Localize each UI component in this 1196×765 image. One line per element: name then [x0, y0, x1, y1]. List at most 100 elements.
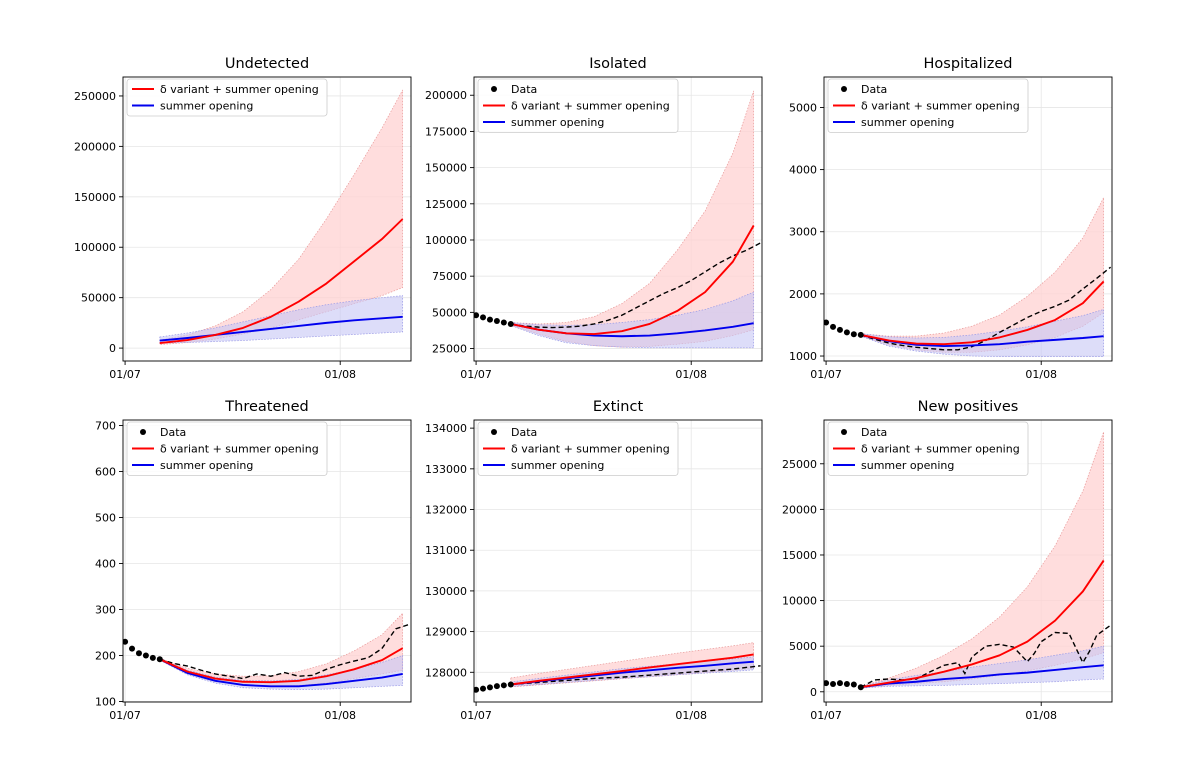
line-summer-opening	[159, 658, 403, 688]
line-delta-variant	[860, 280, 1105, 346]
axes-frame	[122, 76, 412, 362]
legend-marker-data	[841, 86, 847, 92]
data-point	[857, 684, 864, 691]
line-delta-variant	[159, 218, 404, 344]
band-delta-variant	[159, 89, 404, 345]
data-point	[500, 682, 507, 689]
plot-area	[123, 612, 410, 690]
legend-label: δ variant + summer opening	[861, 443, 1020, 456]
line-delta-variant	[510, 653, 754, 686]
legend-label: Data	[861, 426, 887, 439]
band-delta-variant	[860, 197, 1105, 353]
plot-area	[474, 642, 761, 693]
data-point	[480, 685, 487, 692]
data-point	[474, 312, 480, 319]
legend-label: Data	[160, 426, 186, 439]
y-tick-label: 300	[95, 604, 116, 617]
data-point	[493, 683, 500, 690]
y-tick-label: 5000	[789, 101, 817, 114]
y-tick-label: 3000	[789, 226, 817, 239]
data-point	[493, 318, 500, 325]
y-tick-label: 134000	[425, 422, 467, 435]
legend-box	[827, 78, 1029, 133]
data-point	[857, 331, 864, 338]
data-point	[824, 319, 830, 326]
legend-marker-data	[491, 86, 497, 92]
line-delta-variant	[510, 225, 755, 336]
panel-isolated: 25000 50000 75000 100000 125000 150000 175000 2…	[425, 56, 763, 381]
x-tick-label: 01/08	[675, 368, 707, 381]
data-point	[843, 329, 850, 336]
panel-title: New positives	[918, 399, 1019, 415]
legend-box	[827, 421, 1029, 476]
y-tick-label: 200	[95, 650, 116, 663]
x-tick-label: 01/07	[109, 709, 141, 722]
panel-new-positives: 0 5000 10000 15000 20000 25000 01/07 01/08 New p…	[782, 399, 1113, 722]
y-tick-label: 50000	[81, 292, 116, 305]
y-tick-label: 200000	[425, 89, 467, 102]
axes-frame	[473, 76, 763, 362]
panel-title: Undetected	[225, 56, 309, 72]
panel-title: Threatened	[224, 399, 308, 415]
axes-frame	[473, 419, 763, 703]
y-tick-label: 2000	[789, 288, 817, 301]
legend-label: summer opening	[511, 459, 604, 472]
panel-threatened: 100 200 300 400 500 600 700 01/07 01/08 Threatene…	[95, 399, 412, 722]
observed-dashed-line	[510, 242, 761, 329]
panel-title: Hospitalized	[924, 56, 1013, 72]
legend: Data δ variant + summer opening summer ope…	[827, 421, 1029, 476]
band-summer-opening	[159, 295, 404, 344]
plot-area	[824, 431, 1112, 691]
panel-title: Extinct	[593, 399, 644, 415]
y-tick-label: 400	[95, 558, 116, 571]
y-tick-label: 25000	[432, 343, 467, 356]
y-tick-label: 20000	[782, 503, 817, 516]
observed-dashed-line	[510, 665, 761, 686]
legend-label: δ variant + summer opening	[511, 100, 670, 113]
y-tick-label: 75000	[432, 270, 467, 283]
legend-box	[477, 421, 679, 476]
y-tick-label: 100000	[74, 241, 116, 254]
data-point	[129, 645, 136, 652]
y-tick-label: 0	[109, 342, 116, 355]
band-delta-variant	[510, 90, 755, 348]
y-tick-label: 125000	[425, 198, 467, 211]
observed-dashed-line	[159, 623, 410, 680]
x-tick-label: 01/08	[324, 368, 356, 381]
axes-frame	[823, 76, 1113, 362]
legend-box	[126, 78, 328, 117]
y-tick-label: 50000	[432, 306, 467, 319]
legend-label: summer opening	[511, 116, 604, 129]
y-tick-label: 600	[95, 466, 116, 479]
legend: δ variant + summer opening summer opening	[126, 78, 328, 117]
legend: Data δ variant + summer opening summer ope…	[126, 421, 328, 476]
data-point	[486, 684, 493, 691]
y-tick-label: 175000	[425, 125, 467, 138]
legend-label: δ variant + summer opening	[160, 443, 319, 456]
data-point	[830, 323, 837, 330]
y-tick-label: 10000	[782, 595, 817, 608]
legend-label: δ variant + summer opening	[511, 443, 670, 456]
data-point	[507, 681, 514, 688]
legend-label: summer opening	[160, 100, 253, 113]
data-point	[836, 680, 843, 687]
x-tick-label: 01/07	[109, 368, 141, 381]
legend-label: δ variant + summer opening	[160, 83, 319, 96]
data-point	[480, 314, 487, 321]
x-tick-label: 01/08	[1025, 368, 1057, 381]
legend-box	[477, 78, 679, 133]
x-tick-label: 01/08	[1025, 709, 1057, 722]
y-tick-label: 128000	[425, 666, 467, 679]
band-delta-variant	[159, 612, 404, 687]
legend-label: Data	[861, 83, 887, 96]
legend-marker-data	[841, 429, 847, 435]
legend-marker-data	[140, 429, 146, 435]
data-point	[500, 319, 507, 326]
y-tick-label: 129000	[425, 626, 467, 639]
y-tick-label: 150000	[74, 191, 116, 204]
y-tick-label: 133000	[425, 463, 467, 476]
data-point	[824, 680, 830, 687]
data-point	[142, 652, 149, 659]
y-tick-label: 100000	[425, 234, 467, 247]
